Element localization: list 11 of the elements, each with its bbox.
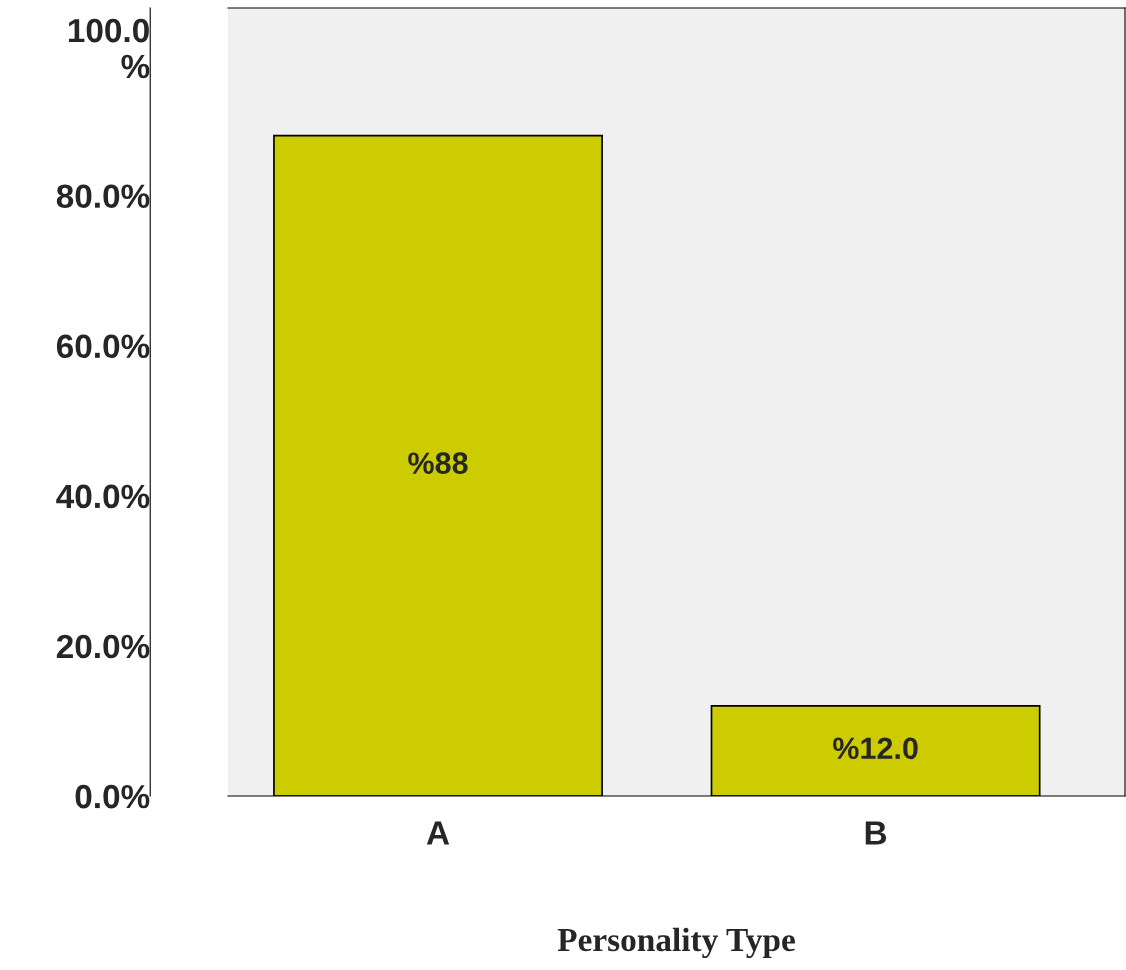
- x-axis-title: Personality Type: [557, 927, 795, 959]
- y-tick-label: 20.0%: [56, 634, 150, 659]
- data-label: %88: [408, 452, 468, 474]
- x-tick-label: A: [426, 821, 450, 845]
- x-tick-label: B: [865, 821, 887, 845]
- y-tick-label: 100.0 %: [68, 18, 150, 79]
- data-label: %12.0: [833, 737, 918, 760]
- y-tick-label: 40.0%: [56, 484, 150, 509]
- y-tick-label: 80.0%: [56, 184, 150, 209]
- y-tick-label: 0.0%: [75, 784, 150, 809]
- y-tick-label: 60.0%: [56, 334, 150, 359]
